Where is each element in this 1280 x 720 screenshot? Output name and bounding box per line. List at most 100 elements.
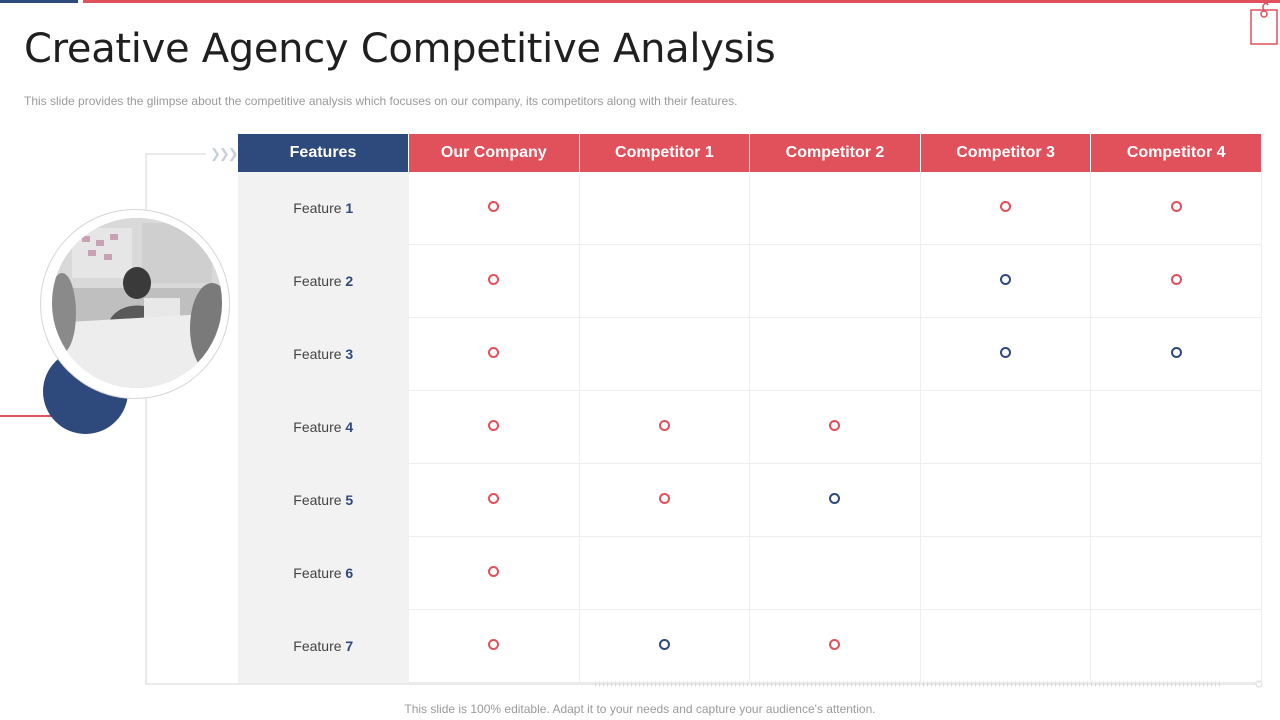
navy-circle-marker-icon (1000, 274, 1012, 285)
table-row: Feature 2 (238, 244, 1262, 318)
header-features: Features (238, 134, 409, 172)
navy-circle-marker-icon (1000, 347, 1012, 358)
feature-label-cell: Feature 6 (238, 536, 409, 610)
red-circle-marker-icon (1170, 274, 1182, 285)
matrix-cell (749, 172, 921, 245)
matrix-cell (408, 609, 580, 683)
matrix-cell (749, 317, 921, 391)
matrix-cell (920, 317, 1092, 391)
matrix-cell (579, 463, 751, 537)
matrix-cell (579, 609, 751, 683)
red-circle-marker-icon (488, 493, 500, 504)
matrix-cell (408, 244, 580, 318)
matrix-cell (579, 390, 751, 464)
feature-label: Feature (293, 492, 346, 508)
matrix-cell (920, 244, 1092, 318)
matrix-cell (1090, 609, 1262, 683)
page-subtitle: This slide provides the glimpse about th… (24, 94, 738, 108)
matrix-cell (920, 390, 1092, 464)
red-circle-marker-icon (658, 493, 670, 504)
feature-number: 3 (345, 346, 354, 362)
table-row: Feature 1 (238, 172, 1262, 245)
matrix-cell (1090, 390, 1262, 464)
red-circle-marker-icon (488, 420, 500, 431)
header-competitor-2: Competitor 2 (749, 134, 921, 172)
feature-number: 7 (345, 638, 354, 654)
matrix-cell (749, 390, 921, 464)
red-circle-marker-icon (488, 566, 500, 577)
matrix-cell (920, 609, 1092, 683)
header-our-company: Our Company (408, 134, 580, 172)
matrix-cell (749, 244, 921, 318)
matrix-cell (408, 390, 580, 464)
header-competitor-1: Competitor 1 (579, 134, 751, 172)
feature-number: 5 (345, 492, 354, 508)
red-accent-line (0, 415, 76, 417)
matrix-cell (1090, 463, 1262, 537)
tag-icon (1250, 2, 1278, 45)
feature-label-cell: Feature 4 (238, 390, 409, 464)
feature-label-cell: Feature 5 (238, 463, 409, 537)
feature-label-cell: Feature 2 (238, 244, 409, 318)
red-circle-marker-icon (488, 201, 500, 212)
matrix-cell (408, 536, 580, 610)
matrix-cell (579, 244, 751, 318)
feature-number: 2 (345, 273, 354, 289)
matrix-cell (579, 172, 751, 245)
feature-label: Feature (293, 200, 346, 216)
feature-number: 6 (345, 565, 354, 581)
feature-label: Feature (293, 346, 346, 362)
feature-label: Feature (293, 419, 346, 435)
comparison-table: Features Our Company Competitor 1 Compet… (238, 134, 1262, 683)
matrix-cell (920, 172, 1092, 245)
footer-note: This slide is 100% editable. Adapt it to… (404, 702, 876, 716)
top-accent-bar-navy (0, 0, 78, 3)
matrix-cell (1090, 317, 1262, 391)
feature-label: Feature (293, 638, 346, 654)
matrix-cell (749, 536, 921, 610)
table-row: Feature 6 (238, 536, 1262, 610)
matrix-cell (579, 317, 751, 391)
table-row: Feature 3 (238, 317, 1262, 391)
red-circle-marker-icon (488, 347, 500, 358)
matrix-cell (920, 536, 1092, 610)
red-circle-marker-icon (658, 420, 670, 431)
matrix-cell (749, 609, 921, 683)
meeting-photo (52, 218, 222, 388)
header-competitor-4: Competitor 4 (1090, 134, 1262, 172)
table-header-row: Features Our Company Competitor 1 Compet… (238, 134, 1262, 172)
feature-label: Feature (293, 565, 346, 581)
matrix-cell (1090, 172, 1262, 245)
feature-label-cell: Feature 3 (238, 317, 409, 391)
feature-number: 1 (345, 200, 354, 216)
red-circle-marker-icon (829, 639, 841, 650)
header-competitor-3: Competitor 3 (920, 134, 1092, 172)
chevrons-right-icon: ❯❯❯ (210, 146, 239, 161)
matrix-cell (1090, 244, 1262, 318)
table-body: Feature 1 Feature 2 Feature 3 Feature 4 Feat… (238, 172, 1262, 683)
navy-circle-marker-icon (1170, 347, 1182, 358)
matrix-cell (920, 463, 1092, 537)
matrix-cell (579, 536, 751, 610)
navy-circle-marker-icon (658, 639, 670, 650)
matrix-cell (408, 463, 580, 537)
red-circle-marker-icon (1000, 201, 1012, 212)
table-row: Feature 4 (238, 390, 1262, 464)
red-circle-marker-icon (488, 274, 500, 285)
feature-label-cell: Feature 7 (238, 609, 409, 683)
navy-circle-marker-icon (829, 493, 841, 504)
feature-label-cell: Feature 1 (238, 172, 409, 245)
red-circle-marker-icon (829, 420, 841, 431)
page-title: Creative Agency Competitive Analysis (24, 26, 776, 72)
table-row: Feature 5 (238, 463, 1262, 537)
table-row: Feature 7 (238, 609, 1262, 683)
matrix-cell (749, 463, 921, 537)
feature-label: Feature (293, 273, 346, 289)
red-circle-marker-icon (1170, 201, 1182, 212)
red-circle-marker-icon (488, 639, 500, 650)
feature-number: 4 (345, 419, 354, 435)
matrix-cell (408, 172, 580, 245)
matrix-cell (408, 317, 580, 391)
top-accent-bar-red (83, 0, 1280, 3)
matrix-cell (1090, 536, 1262, 610)
